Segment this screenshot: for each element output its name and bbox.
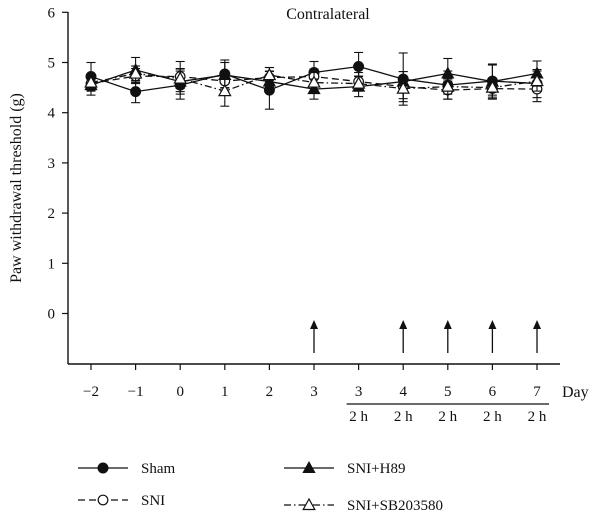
legend-item: SNI — [78, 493, 165, 509]
treatment-arrow — [310, 320, 318, 353]
y-tick-label: 5 — [48, 56, 56, 72]
data-point — [262, 67, 277, 81]
x-tick-label: −2 — [83, 384, 99, 400]
legend-item: Sham — [78, 461, 176, 477]
y-tick-label: 6 — [48, 5, 56, 21]
data-point — [173, 71, 188, 84]
x-tick-label: −1 — [128, 384, 144, 400]
x-tick-label: 2 — [266, 384, 274, 400]
arrow-head — [399, 320, 408, 329]
data-point — [130, 86, 142, 98]
x-tick-label: 1 — [221, 384, 229, 400]
data-point — [217, 83, 232, 97]
data-point — [128, 66, 143, 79]
arrow-head — [533, 320, 541, 329]
x-sub-label: 2 h — [438, 409, 457, 425]
y-axis-title: Paw withdrawal threshold (g) — [8, 93, 25, 283]
y-ticks: 0 1 2 3 4 5 6 — [48, 5, 68, 323]
series-group — [84, 51, 544, 110]
series-sni-sb203580 — [84, 65, 544, 107]
data-point — [485, 80, 500, 93]
y-tick-label: 1 — [48, 256, 56, 272]
legend-label: Sham — [141, 461, 176, 477]
y-tick-label: 4 — [48, 106, 56, 122]
x-axis-title: Day — [562, 384, 589, 401]
data-point — [530, 73, 544, 87]
treatment-arrow — [488, 320, 497, 353]
treatment-arrow — [443, 320, 452, 353]
x-sub-label: 2 h — [394, 409, 413, 425]
x-sub-label: 2 h — [528, 409, 547, 425]
data-point — [302, 497, 316, 511]
data-point — [97, 462, 109, 474]
legend-label: SNI+SB203580 — [347, 498, 443, 514]
treatment-arrow — [533, 320, 541, 353]
y-tick-label: 2 — [48, 206, 56, 222]
legend-item: SNI+H89 — [284, 460, 405, 477]
data-point — [302, 460, 316, 473]
data-point — [97, 494, 109, 506]
legend-label: SNI+H89 — [347, 461, 405, 477]
x-tick-label: 6 — [489, 384, 497, 400]
x-tick-label: 3 — [355, 384, 363, 400]
arrow-head — [443, 320, 452, 329]
legend-label: SNI — [141, 493, 165, 509]
data-point — [353, 61, 365, 73]
legend-item: SNI+SB203580 — [284, 497, 443, 514]
data-point — [351, 76, 366, 89]
x-tick-label: 7 — [533, 384, 541, 400]
x-tick-label: 3 — [310, 384, 318, 400]
treatment-arrow — [399, 320, 408, 353]
data-point — [440, 79, 455, 92]
data-point — [396, 81, 411, 94]
arrow-head — [310, 320, 318, 329]
chart-title: Contralateral — [286, 6, 370, 23]
data-point — [441, 66, 455, 79]
arrows-group — [310, 320, 541, 353]
x-tick-label: 0 — [176, 384, 184, 400]
x-sub-label: 2 h — [349, 409, 368, 425]
series-line — [90, 72, 538, 92]
x-sub-label: 2 h — [483, 409, 502, 425]
x-ticks: −2 −1 0 1 2 3 3 2 h 4 2 h 5 2 h 6 2 h 7 2 h — [83, 364, 549, 425]
data-point — [84, 75, 98, 88]
data-point — [307, 75, 321, 88]
y-tick-label: 3 — [48, 156, 56, 172]
legend: Sham SNI SNI+H89 SNI+SB203580 — [78, 460, 443, 514]
x-tick-label: 5 — [444, 384, 452, 400]
arrow-head — [488, 320, 497, 329]
y-tick-label: 0 — [48, 307, 56, 323]
x-tick-label: 4 — [399, 384, 407, 400]
